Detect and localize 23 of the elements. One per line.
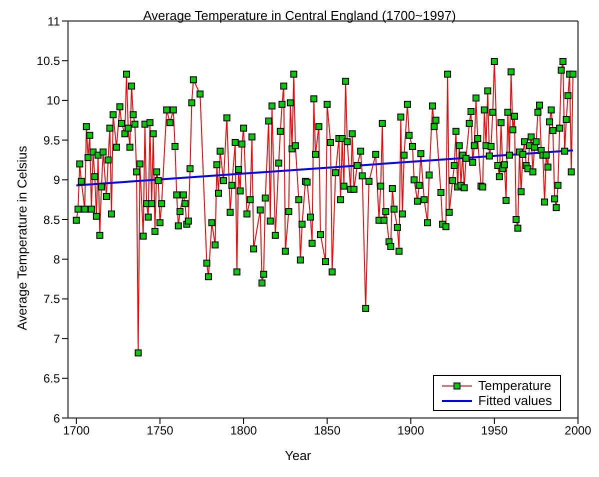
x-tick-label: 2000 — [564, 424, 592, 438]
legend-label: Temperature — [478, 378, 552, 393]
x-tick-label: 1750 — [146, 424, 174, 438]
y-axis-title: Average Temperature in Celsius — [14, 146, 30, 330]
x-axis-title: Year — [284, 448, 312, 463]
y-tick-label: 9 — [53, 173, 60, 188]
y-tick-label: 11 — [48, 14, 60, 28]
y-tick-label: 10 — [46, 94, 60, 108]
x-tick-label: 1950 — [481, 424, 508, 438]
y-tick-label: 8 — [53, 252, 60, 266]
x-tick-label: 1900 — [397, 424, 424, 438]
y-tick-label: 7 — [53, 332, 60, 346]
y-tick-label: 6.5 — [43, 372, 60, 386]
y-tick-label: 9.5 — [43, 133, 60, 148]
legend-label: Fitted values — [478, 393, 552, 408]
y-tick-label: 10.5 — [36, 54, 60, 68]
x-tick-label: 1700 — [63, 424, 90, 438]
y-tick-label: 7.5 — [43, 292, 60, 306]
y-tick-label: 8.5 — [43, 212, 60, 227]
x-tick-label: 1800 — [230, 424, 258, 438]
x-tick-label: 1850 — [314, 424, 341, 438]
y-tick-label: 6 — [53, 411, 60, 426]
chart-title: Average Temperature in Central England (1700~1997) — [143, 8, 456, 23]
